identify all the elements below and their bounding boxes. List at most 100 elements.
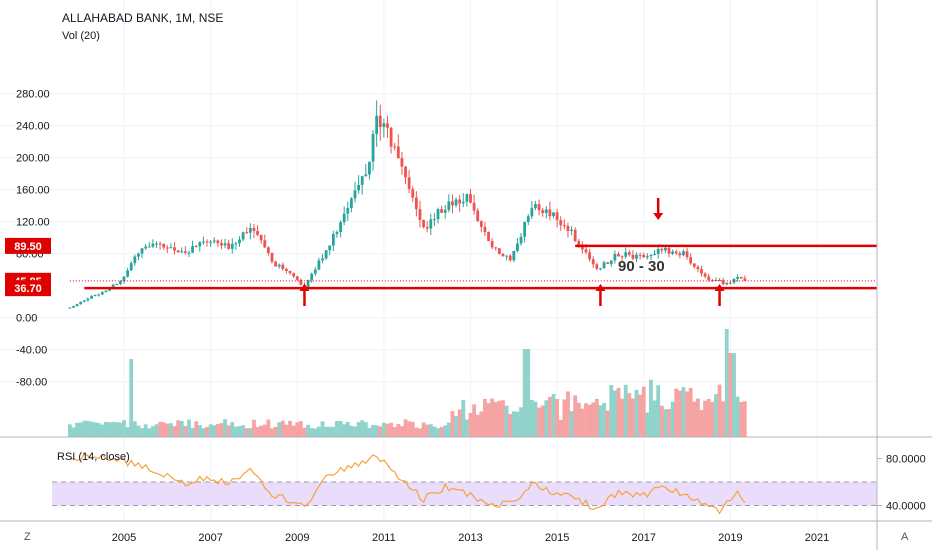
volume-bar: [403, 419, 408, 437]
y-tick-label: 160.00: [16, 185, 50, 197]
volume-bar: [82, 420, 87, 437]
volume-bar: [562, 399, 567, 437]
volume-bar: [699, 410, 704, 437]
volume-bar: [143, 424, 148, 437]
volume-bar: [410, 421, 415, 437]
volume-bar: [111, 421, 116, 437]
y-tick-label: 200.00: [16, 153, 50, 165]
candle-body: [494, 247, 498, 249]
volume-bar: [291, 425, 296, 437]
price-label-box: [5, 280, 51, 297]
volume-bar: [468, 412, 473, 437]
auto-scale-toggle[interactable]: A: [901, 531, 909, 543]
volume-bar: [298, 421, 303, 437]
candle-body: [205, 241, 209, 243]
volume-bar: [443, 425, 448, 437]
timezone-toggle[interactable]: Z: [24, 531, 31, 543]
candle-body: [342, 213, 346, 223]
candle-body: [555, 212, 559, 221]
candle-body: [573, 229, 577, 242]
candle-body: [631, 254, 635, 259]
volume-bar: [327, 426, 332, 437]
candle-body: [497, 248, 501, 255]
volume-bar: [374, 425, 379, 437]
candle-body: [375, 115, 379, 135]
candle-body: [252, 227, 256, 232]
x-tick-label: 2015: [545, 532, 569, 544]
candle-body: [353, 190, 357, 199]
volume-bar: [208, 424, 213, 437]
volume-bar: [425, 424, 430, 437]
candle-body: [313, 269, 317, 274]
volume-bar: [205, 427, 209, 437]
volume-bar: [493, 402, 498, 437]
volume-bar: [407, 421, 412, 437]
rsi-band-fill: [52, 482, 877, 506]
volume-bar: [659, 405, 664, 437]
arrow-up-head: [714, 284, 725, 291]
volume-bar: [594, 398, 599, 437]
volume-bar: [396, 423, 401, 437]
candle-body: [516, 243, 519, 251]
rsi-line: [69, 452, 746, 515]
candle-body: [682, 251, 685, 256]
candle-body: [371, 134, 375, 162]
volume-bar: [129, 359, 134, 437]
candle-body: [739, 276, 743, 279]
volume-bar: [623, 384, 628, 437]
candle-body: [292, 273, 296, 277]
volume-bar: [519, 407, 523, 437]
volume-bar: [378, 426, 383, 437]
volume-bar: [508, 414, 513, 437]
candle-body: [241, 232, 245, 240]
volume-bar: [154, 424, 159, 437]
candle-body: [306, 280, 310, 288]
candle-body: [577, 241, 581, 245]
volume-bar: [118, 422, 123, 437]
volume-bar: [78, 422, 83, 437]
candle-body: [72, 306, 75, 308]
candle-body: [183, 251, 187, 253]
rsi-tick-label: 80.0000: [886, 454, 926, 466]
rsi-band: [52, 481, 877, 506]
candle-body: [721, 280, 725, 285]
candle-body: [414, 197, 418, 210]
candle-body: [595, 264, 599, 269]
rsi-axis: 80.0000 40.0000: [877, 454, 926, 513]
volume-bar: [270, 428, 274, 437]
volume-bar: [223, 419, 227, 437]
volume-bar: [158, 421, 162, 437]
volume-bar: [591, 402, 596, 437]
volume-bar: [529, 399, 534, 437]
volume-bar: [703, 400, 708, 437]
candle-body: [736, 276, 739, 279]
candle-body: [194, 245, 198, 247]
candle-body: [364, 174, 368, 177]
volume-bar: [667, 408, 671, 437]
y-tick-label: 240.00: [16, 121, 50, 133]
volume-bar: [169, 423, 173, 437]
candle-body: [696, 266, 700, 270]
volume-bar: [685, 391, 689, 437]
volume-bar: [244, 428, 249, 437]
candle-body: [541, 210, 545, 214]
volume-bar: [212, 425, 217, 437]
x-axis[interactable]: 2005 2007 2009 2011 2013 2015 2017 2019 2021: [112, 532, 829, 544]
volume-bar: [714, 394, 718, 437]
candle-body: [512, 250, 516, 261]
candle-body: [617, 253, 620, 257]
volume-bar: [363, 422, 368, 437]
candle-body: [93, 295, 97, 297]
candle-body: [660, 248, 664, 251]
candle-body: [692, 263, 696, 267]
candle-body: [357, 184, 361, 191]
rsi-label: RSI (14, close): [57, 451, 130, 463]
candle-body: [537, 204, 541, 211]
candle-body: [209, 241, 213, 243]
candle-body: [140, 248, 144, 254]
candle-body: [389, 127, 393, 147]
volume-bar: [371, 425, 375, 437]
volume-bar: [674, 388, 679, 437]
volume-bar: [688, 387, 693, 437]
